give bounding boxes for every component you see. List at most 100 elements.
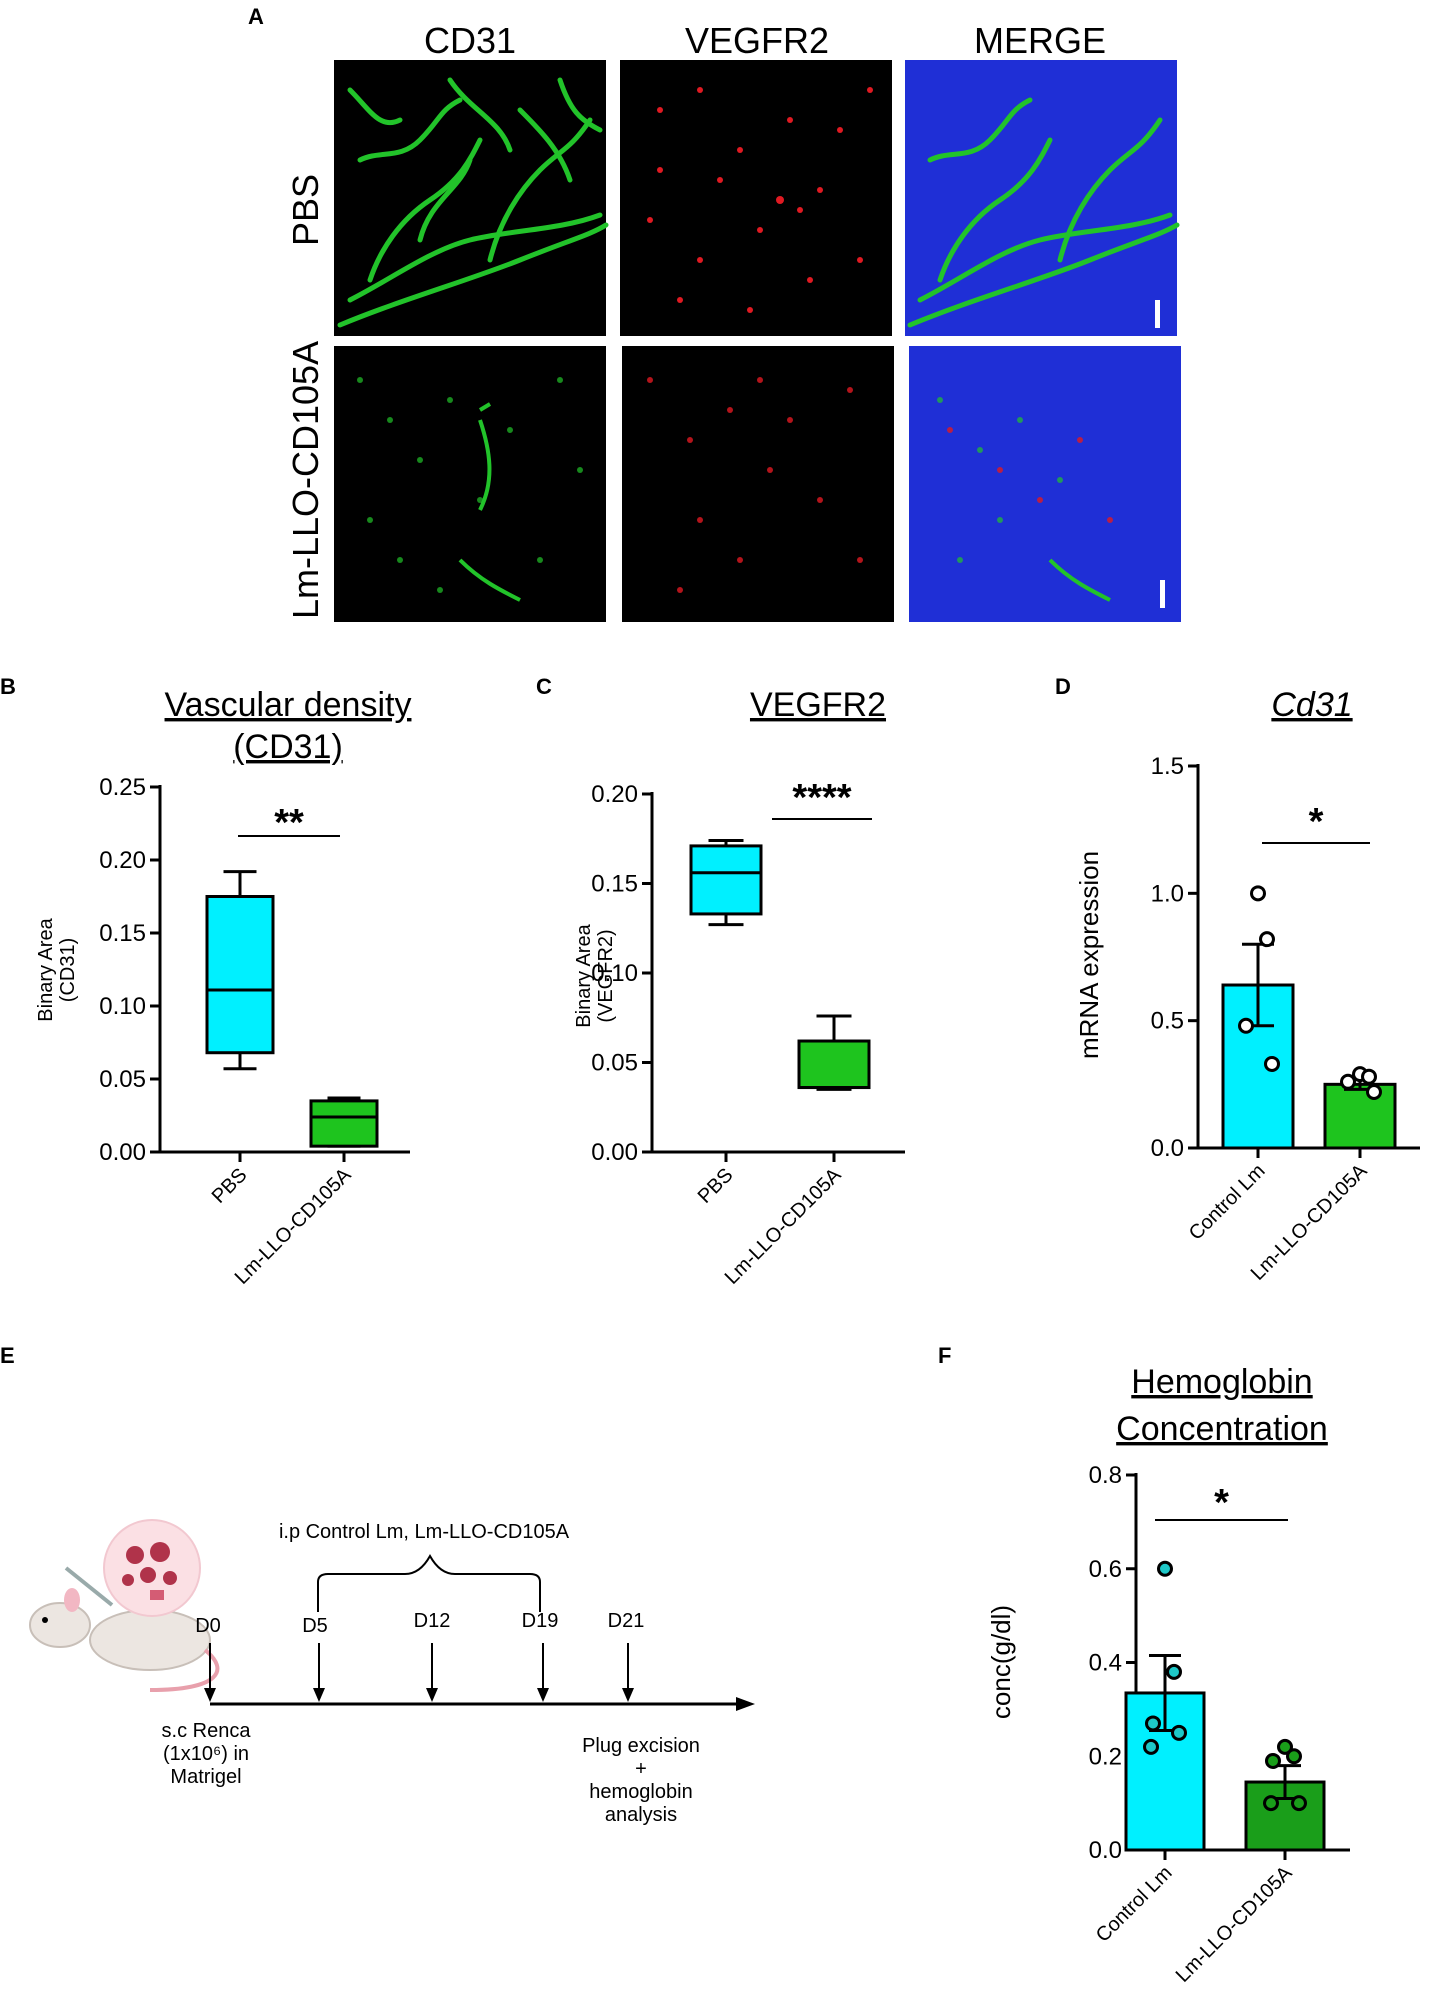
x-category-label: Control Lm (1092, 1862, 1177, 1947)
timeline-marker-d5: D5 (302, 1615, 328, 1702)
chart-title: Concentration (1116, 1410, 1328, 1448)
data-point (1286, 1748, 1302, 1765)
data-point (1250, 885, 1266, 902)
y-tick-label: 1.5 (1151, 753, 1184, 780)
data-point (1171, 1724, 1187, 1741)
data-point (1145, 1715, 1161, 1732)
chart-title: Vascular density (165, 686, 412, 724)
data-point (1265, 1752, 1281, 1769)
chart-vegfr2: VEGFR2 0.00 0.05 0.10 0.15 0.20 PBSLm-LLO-CD10… (573, 686, 905, 1289)
end-label-line-3: hemoglobin (589, 1781, 692, 1803)
chart-title: Cd31 (1271, 686, 1352, 724)
data-point (1366, 1083, 1382, 1100)
y-tick-label: 0.6 (1089, 1556, 1122, 1583)
micrograph-column-cd31: CD31 (424, 20, 516, 61)
y-tick-label: 0.25 (99, 774, 146, 801)
injection-illustration (29, 1519, 220, 1692)
y-tick-label: 0.8 (1089, 1462, 1122, 1489)
y-axis-label: conc(g/dl) (986, 1605, 1016, 1719)
data-point (1166, 1663, 1182, 1680)
x-category-label: PBS (694, 1164, 738, 1208)
data-point (1263, 1795, 1279, 1812)
start-label-line-2: (1x10⁶) in (163, 1743, 249, 1765)
bar (1221, 983, 1295, 1150)
timeline-marker-d0: D0 (195, 1615, 221, 1702)
micrograph-row-lm-llo-cd105a: Lm-LLO-CD105A (285, 341, 326, 619)
svg-text:D21: D21 (608, 1610, 645, 1632)
x-category-label: Lm-LLO-CD105A (721, 1164, 846, 1289)
y-axis-label: mRNA expression (1074, 851, 1104, 1059)
micrograph-lm-vegfr2 (622, 346, 894, 622)
data-point (1264, 1055, 1280, 1072)
start-label-line-1: s.c Renca (162, 1720, 252, 1742)
data-point (1143, 1738, 1159, 1755)
data-point (1291, 1795, 1307, 1812)
y-axis-label: Binary Area (35, 917, 57, 1021)
timeline-arrowhead (736, 1697, 755, 1711)
x-category-label: Lm-LLO-CD105A (1172, 1862, 1297, 1987)
box-body (689, 844, 763, 916)
micrograph-pbs-vegfr2 (620, 60, 892, 336)
micrograph-row-pbs: PBS (285, 174, 326, 246)
significance-stars: * (1309, 801, 1324, 843)
chart-title: VEGFR2 (750, 686, 886, 724)
x-category-label: PBS (208, 1164, 252, 1208)
x-category-label: Lm-LLO-CD105A (231, 1164, 356, 1289)
micrograph-column-vegfr2: VEGFR2 (685, 20, 829, 61)
svg-text:D0: D0 (195, 1615, 221, 1637)
y-tick-label: 0.05 (99, 1066, 146, 1093)
panel-label-d: D (1055, 674, 1071, 699)
timeline: D0 D5 D12 D19 D21 i.p Control Lm, Lm-LLO… (29, 1519, 755, 1826)
micrograph-pbs-cd31 (334, 60, 609, 336)
treatment-label: i.p Control Lm, Lm-LLO-CD105A (279, 1521, 570, 1543)
box-body (205, 895, 275, 1055)
end-label-line-4: analysis (605, 1804, 677, 1826)
y-tick-label: 0.05 (591, 1050, 638, 1077)
micrograph-lm-merge (909, 346, 1181, 622)
significance-stars: **** (792, 777, 851, 819)
y-tick-label: 0.10 (99, 993, 146, 1020)
data-point (1238, 1017, 1254, 1034)
panel-label-a: A (248, 4, 264, 29)
y-tick-label: 0.10 (591, 960, 638, 987)
y-axis-label: (CD31) (57, 938, 79, 1002)
y-tick-label: 0.00 (591, 1139, 638, 1166)
y-tick-label: 0.4 (1089, 1650, 1122, 1677)
y-tick-label: 0.2 (1089, 1743, 1122, 1770)
timeline-marker-d12: D12 (414, 1610, 451, 1702)
treatment-brace (317, 1553, 541, 1612)
start-label-line-3: Matrigel (170, 1766, 241, 1788)
panel-label-f: F (938, 1343, 951, 1368)
y-tick-label: 0.5 (1151, 1008, 1184, 1035)
y-tick-label: 1.0 (1151, 880, 1184, 907)
box-body (797, 1039, 871, 1090)
y-tick-label: 0.15 (99, 920, 146, 947)
svg-text:D5: D5 (302, 1615, 328, 1637)
chart-vascular-density: Vascular density (CD31) 0.00 0.05 0.10 0.15 0.… (35, 686, 411, 1289)
x-category-label: Control Lm (1185, 1160, 1270, 1245)
y-tick-label: 0.20 (99, 847, 146, 874)
y-axis-label: Binary Area (573, 923, 595, 1027)
data-point (1259, 931, 1275, 948)
panel-label-b: B (0, 674, 16, 699)
timeline-marker-d21: D21 (608, 1610, 645, 1702)
timeline-marker-d19: D19 (522, 1610, 559, 1702)
end-label-line-2: + (635, 1758, 647, 1780)
chart-hemoglobin: Hemoglobin Concentration 0.0 0.2 0.4 0.6 0.8 Co… (986, 1363, 1350, 1987)
y-tick-label: 0.15 (591, 871, 638, 898)
panel-label-c: C (536, 674, 552, 699)
chart-title: Hemoglobin (1131, 1363, 1312, 1401)
panel-label-e: E (0, 1343, 15, 1368)
significance-stars: * (1214, 1482, 1229, 1524)
micrograph-lm-cd31 (334, 346, 606, 622)
svg-text:D12: D12 (414, 1610, 451, 1632)
bar (1323, 1082, 1397, 1150)
data-point (1157, 1560, 1173, 1577)
end-label-line-1: Plug excision (582, 1735, 700, 1757)
box-body (309, 1099, 379, 1148)
micrograph-column-merge: MERGE (974, 20, 1106, 61)
data-point (1277, 1738, 1293, 1755)
svg-text:D19: D19 (522, 1610, 559, 1632)
